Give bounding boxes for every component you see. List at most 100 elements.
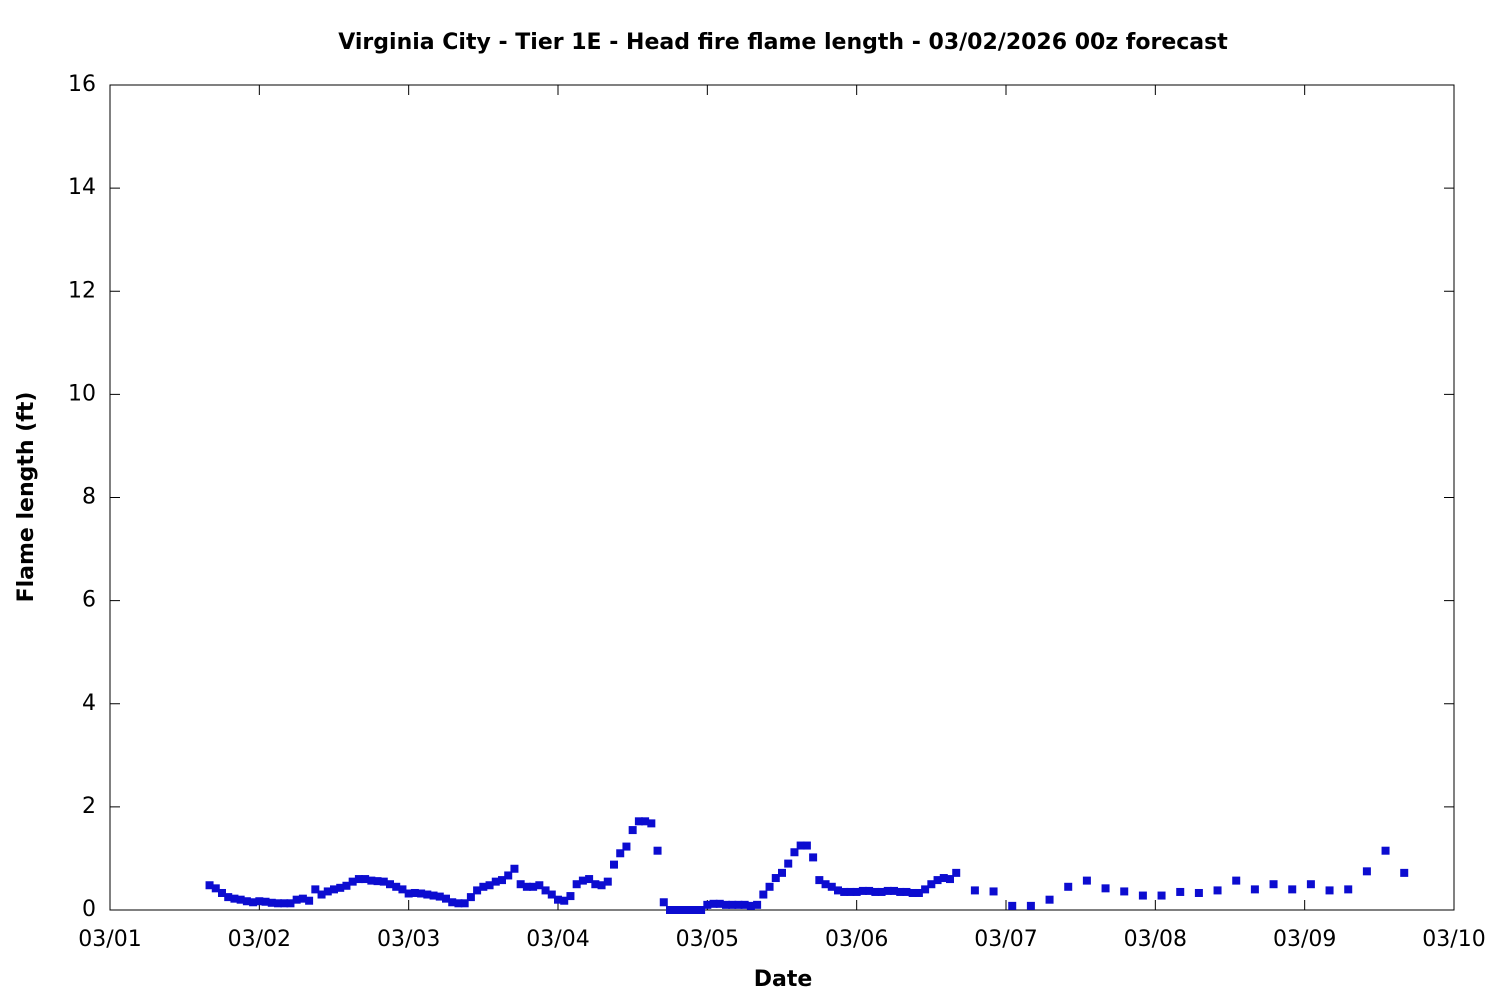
point	[336, 883, 345, 892]
point	[877, 887, 886, 896]
point	[722, 900, 730, 909]
x-tick-label: 03/02	[228, 927, 291, 952]
y-tick-label: 2	[82, 794, 96, 819]
point	[809, 853, 818, 862]
point	[933, 876, 942, 885]
point	[354, 875, 363, 884]
point	[865, 886, 874, 895]
x-tick-label: 03/09	[1273, 927, 1336, 952]
point	[778, 868, 786, 877]
point	[560, 896, 569, 905]
point	[641, 817, 650, 826]
point	[871, 887, 880, 896]
point	[622, 842, 631, 851]
point	[361, 875, 370, 884]
point	[261, 897, 270, 906]
point	[460, 899, 469, 908]
point	[740, 900, 749, 909]
point	[1344, 885, 1353, 894]
point	[684, 906, 693, 914]
point	[348, 877, 357, 886]
plot-frame	[109, 84, 1455, 911]
x-tick-label: 03/07	[974, 927, 1037, 952]
point	[1269, 880, 1278, 889]
point	[1157, 891, 1166, 900]
point	[379, 877, 388, 886]
point	[491, 877, 500, 886]
point	[1232, 876, 1241, 885]
y-tick-label: 14	[68, 175, 96, 200]
point	[927, 880, 936, 889]
point	[498, 876, 506, 885]
point	[205, 881, 214, 890]
point	[796, 841, 805, 850]
point	[1138, 891, 1147, 900]
point	[1064, 882, 1073, 891]
point	[666, 906, 674, 914]
point	[1045, 895, 1054, 904]
x-tick-label: 03/06	[825, 927, 888, 952]
point	[236, 895, 245, 904]
point	[1194, 888, 1203, 897]
point	[790, 848, 799, 857]
point	[1400, 868, 1409, 877]
x-tick-label: 03/03	[377, 927, 440, 952]
point	[286, 899, 295, 908]
point	[989, 887, 998, 896]
y-tick-label: 6	[82, 588, 96, 613]
point	[566, 892, 575, 901]
point	[255, 897, 264, 906]
x-tick-label: 03/01	[78, 927, 141, 952]
point	[628, 826, 637, 835]
point	[373, 877, 382, 886]
point	[541, 886, 550, 895]
point	[292, 895, 301, 904]
point	[858, 886, 867, 895]
y-tick-label: 0	[82, 897, 96, 922]
point	[715, 899, 724, 908]
point	[852, 887, 861, 896]
point	[386, 880, 394, 889]
point	[367, 876, 376, 885]
y-axis-label: Flame length (ft)	[14, 392, 39, 603]
point	[1082, 876, 1091, 885]
point	[678, 906, 687, 914]
point	[429, 891, 438, 900]
point	[230, 894, 239, 903]
point	[697, 906, 706, 914]
y-tick-label: 10	[68, 381, 96, 406]
point	[510, 864, 519, 873]
point	[242, 897, 251, 906]
point	[840, 887, 849, 896]
point	[417, 889, 426, 898]
point	[1325, 886, 1334, 895]
point	[914, 888, 923, 897]
point	[821, 880, 830, 889]
point	[448, 898, 457, 907]
y-tick-label: 8	[82, 485, 96, 510]
point	[454, 899, 463, 908]
point	[1120, 887, 1129, 896]
point	[709, 899, 718, 908]
point	[1026, 901, 1035, 910]
point	[771, 874, 780, 883]
point	[317, 890, 326, 899]
point	[522, 882, 531, 891]
point	[834, 886, 842, 895]
point	[298, 894, 307, 903]
point	[690, 906, 699, 914]
point	[908, 888, 917, 897]
point	[846, 887, 855, 896]
point	[610, 860, 618, 869]
point	[211, 884, 220, 893]
point	[1101, 884, 1110, 893]
x-tick-label: 03/05	[676, 927, 739, 952]
point	[305, 896, 314, 905]
point	[529, 882, 538, 891]
y-tick-label: 16	[68, 72, 96, 97]
point	[921, 885, 930, 894]
y-tick-label: 12	[68, 278, 96, 303]
point	[1176, 887, 1185, 896]
point	[603, 877, 612, 886]
point	[1381, 846, 1390, 855]
